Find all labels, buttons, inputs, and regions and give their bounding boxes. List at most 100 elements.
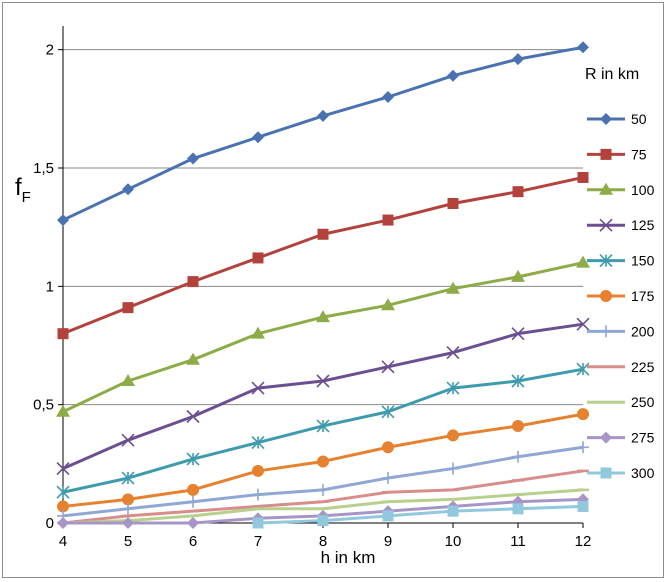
point	[576, 317, 590, 331]
point	[577, 171, 589, 183]
point	[122, 517, 134, 529]
legend: R in km 50 75 100 125 150 175 200 225 250 275 300	[585, 66, 655, 481]
series-200	[57, 441, 589, 522]
point	[511, 327, 525, 341]
legend-item: 150	[587, 253, 655, 269]
series-175	[57, 408, 589, 513]
point	[382, 510, 394, 522]
point	[599, 218, 613, 232]
point	[317, 228, 329, 240]
legend-item: 175	[587, 288, 655, 304]
point	[600, 431, 612, 444]
y-axis-label-subscript: F	[22, 189, 31, 206]
point	[316, 310, 330, 323]
y-tick-label: 1	[46, 278, 54, 295]
point	[577, 408, 589, 421]
point	[512, 450, 524, 463]
legend-label: 275	[631, 430, 655, 446]
legend-label: 125	[631, 217, 655, 233]
point	[512, 53, 524, 66]
point	[57, 500, 69, 513]
point	[317, 483, 329, 496]
point	[447, 198, 459, 209]
legend-label: 200	[631, 323, 655, 339]
point	[576, 362, 590, 376]
point	[512, 503, 524, 515]
x-axis-label: h in km	[321, 548, 376, 567]
legend-item: 50	[587, 111, 647, 127]
point	[577, 441, 589, 454]
legend-item: 125	[587, 217, 655, 233]
point	[512, 186, 524, 198]
legend-label: 250	[631, 394, 655, 410]
point	[252, 252, 264, 264]
legend-item: 250	[587, 394, 655, 410]
point	[252, 488, 264, 501]
series-100	[56, 255, 590, 417]
point	[57, 214, 69, 227]
legend-label: 175	[631, 288, 655, 304]
point	[577, 41, 589, 54]
point	[187, 276, 199, 288]
x-tick-label: 7	[254, 533, 262, 550]
point	[446, 381, 460, 395]
legend-label: 225	[631, 359, 655, 375]
legend-item: 200	[587, 323, 655, 339]
series-line	[62, 322, 584, 470]
point	[251, 381, 265, 395]
point	[576, 255, 590, 268]
point	[186, 452, 200, 466]
x-tick-label: 12	[575, 533, 592, 550]
point	[600, 148, 612, 160]
y-tick-label: 0	[46, 515, 54, 532]
series-75	[57, 171, 589, 340]
point	[317, 109, 329, 122]
point	[600, 113, 612, 125]
x-tick-label: 10	[445, 533, 462, 550]
point	[121, 374, 135, 386]
point	[381, 405, 395, 419]
gridlines	[58, 49, 583, 524]
x-tick-label: 4	[59, 533, 67, 550]
legend-item: 100	[587, 182, 655, 198]
series-125	[56, 317, 590, 476]
legend-item: 275	[587, 430, 655, 446]
axes	[62, 26, 583, 524]
point	[447, 69, 459, 82]
series-50	[57, 41, 589, 227]
point	[599, 254, 613, 268]
x-tick-label: 5	[124, 533, 132, 550]
point	[187, 517, 199, 529]
point	[446, 346, 460, 360]
point	[57, 328, 69, 340]
point	[447, 462, 459, 475]
point	[122, 493, 134, 506]
line-chart: 0 0,5 1 1,5 2 4 5 6 7 8 9 10 11 12 fF h in km R in k…	[15, 26, 655, 567]
y-tick-label: 0,5	[33, 397, 54, 414]
point	[316, 374, 330, 388]
point	[511, 374, 525, 388]
point	[600, 290, 612, 302]
point	[381, 298, 395, 311]
point	[122, 302, 134, 314]
y-axis-label-main: f	[15, 174, 22, 201]
legend-label: 75	[631, 146, 647, 162]
point	[599, 182, 613, 195]
point	[600, 467, 612, 479]
x-tick-label: 9	[384, 533, 392, 550]
series-225	[57, 469, 589, 525]
y-tick-label: 1,5	[33, 160, 54, 177]
point	[121, 471, 135, 485]
series-line	[257, 504, 584, 525]
series-150	[56, 362, 590, 499]
legend-item: 300	[587, 465, 655, 481]
legend-label: 50	[631, 111, 647, 127]
series-layer	[56, 41, 590, 529]
y-tick-label: 2	[46, 42, 54, 59]
point	[251, 435, 265, 450]
legend-label: 100	[631, 182, 655, 198]
point	[56, 485, 70, 499]
point	[56, 462, 70, 476]
y-tick-labels: 0 0,5 1 1,5 2	[33, 42, 54, 532]
